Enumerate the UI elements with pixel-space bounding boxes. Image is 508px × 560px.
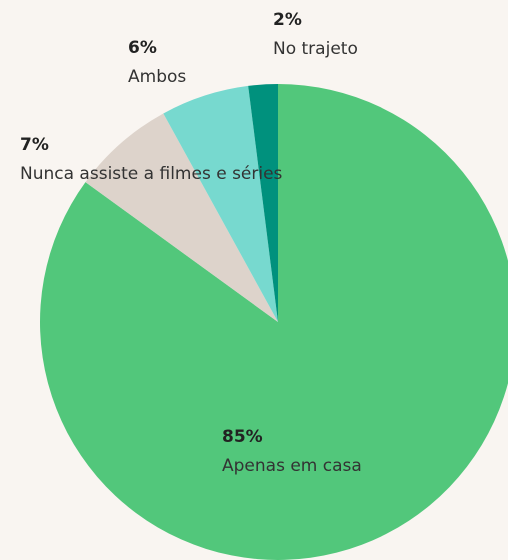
pie	[40, 84, 508, 560]
value-label: 6%	[128, 38, 157, 58]
category-label: No trajeto	[273, 39, 358, 59]
pie-slice	[85, 113, 279, 322]
pie-slice	[248, 84, 278, 322]
value-label: 2%	[273, 10, 302, 30]
category-label: Ambos	[128, 67, 186, 87]
category-label: Nunca assiste a filmes e séries	[20, 164, 283, 184]
value-label: 7%	[20, 135, 49, 155]
pie-slice	[163, 85, 278, 322]
category-label: Apenas em casa	[222, 456, 362, 476]
labels: 85% Apenas em casa 7% Nunca assiste a filme…	[20, 10, 362, 476]
value-label: 85%	[222, 427, 263, 447]
pie-slice	[40, 84, 508, 560]
